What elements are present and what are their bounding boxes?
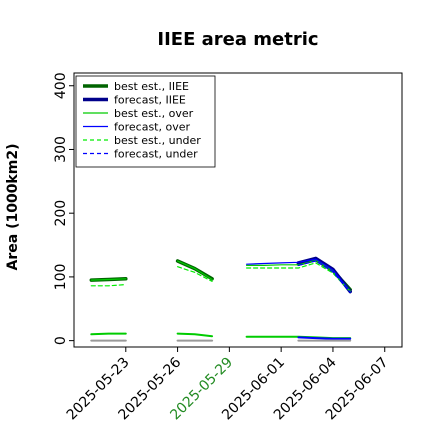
x-axis-ticks: 2025-05-232025-05-262025-05-292025-06-01… <box>64 347 392 423</box>
legend-label: best est., under <box>114 134 201 147</box>
legend-box <box>75 75 216 168</box>
plot-frame <box>73 72 403 348</box>
series-line <box>246 258 351 293</box>
series-2 <box>90 259 351 292</box>
series-3 <box>246 258 351 293</box>
y-tick-label: 200 <box>53 200 69 227</box>
series-line <box>246 262 351 293</box>
series-line <box>297 260 351 293</box>
series-line <box>177 260 213 281</box>
series-5 <box>297 260 351 293</box>
chart-title: IIEE area metric <box>157 29 318 50</box>
legend-label: forecast, over <box>114 121 190 134</box>
y-tick-label: 400 <box>53 72 69 99</box>
y-axis-label: Area (1000km2) <box>5 144 21 271</box>
legend-label: best est., over <box>114 107 194 120</box>
y-axis-ticks: 0 100 200 300 400 <box>53 72 74 345</box>
series-line <box>90 332 127 336</box>
series-line <box>90 278 127 281</box>
series-4 <box>90 262 351 293</box>
y-tick-label: 300 <box>53 136 69 163</box>
legend-label: forecast, under <box>114 148 198 161</box>
series-line <box>177 266 213 282</box>
series-line <box>176 332 214 338</box>
legend-label: forecast, IIEE <box>114 94 186 107</box>
series-line <box>90 284 127 287</box>
series-7 <box>297 336 352 340</box>
legend-label: best est., IIEE <box>114 80 189 93</box>
plot-area <box>89 256 352 342</box>
series-line <box>297 336 352 340</box>
y-tick-label: 0 <box>53 336 69 345</box>
y-tick-label: 100 <box>53 264 69 291</box>
